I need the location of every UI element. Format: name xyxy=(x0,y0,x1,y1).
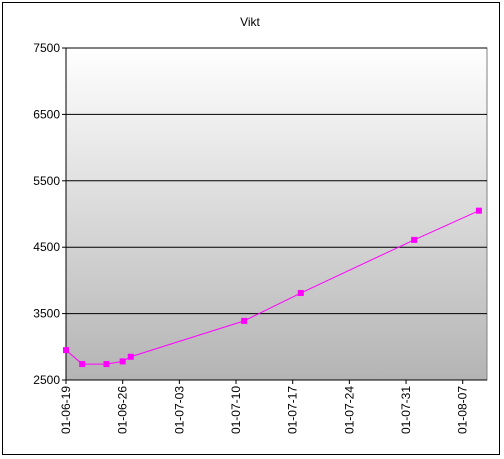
y-tick-label: 4500 xyxy=(33,240,60,254)
x-tick-label: 01-07-10 xyxy=(229,386,243,434)
point xyxy=(79,361,86,368)
x-tick-label: 01-08-07 xyxy=(456,386,470,434)
y-tick-label: 7500 xyxy=(33,41,60,55)
x-tick-label: 01-07-03 xyxy=(172,386,186,434)
y-tick-label: 3500 xyxy=(33,307,60,321)
point xyxy=(475,207,482,214)
point xyxy=(127,353,134,360)
point xyxy=(63,347,69,354)
x-tick-label: 01-07-31 xyxy=(399,386,413,434)
x-tick-label: 01-06-19 xyxy=(59,386,73,434)
point xyxy=(241,317,248,324)
point xyxy=(103,361,110,368)
plot-area xyxy=(65,47,488,381)
x-tick-label: 01-07-24 xyxy=(342,386,356,434)
x-tick-label: 01-07-17 xyxy=(286,386,300,434)
chart-title: Vikt xyxy=(240,15,260,29)
y-tick-label: 6500 xyxy=(33,107,60,121)
x-tick-label: 01-06-26 xyxy=(116,386,130,434)
point xyxy=(297,290,304,297)
y-tick-label: 2500 xyxy=(33,373,60,387)
y-tick-label: 5500 xyxy=(33,174,60,188)
point xyxy=(119,358,126,365)
point xyxy=(411,236,418,243)
